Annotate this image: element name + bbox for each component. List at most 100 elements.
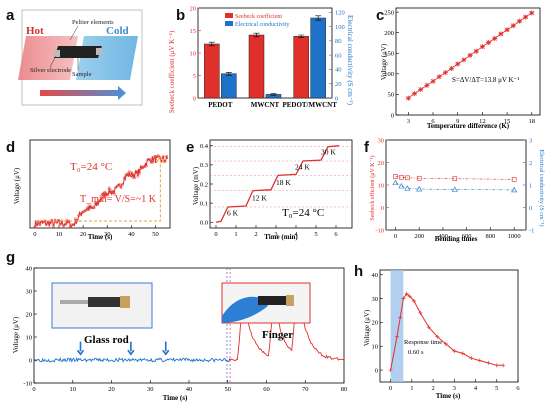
f-cond-point — [416, 185, 423, 192]
d-point — [155, 155, 158, 159]
c-xtick-label: 15 — [504, 118, 511, 125]
glass-rod-label: Glass rod — [84, 334, 129, 346]
h-xtick-label: 3 — [453, 385, 456, 392]
d-plot: 0 10 20 30 40 50 — [29, 139, 171, 238]
d-point — [67, 220, 71, 224]
glass-rod-electrode — [120, 296, 130, 308]
e-xtick-label: 3 — [274, 231, 277, 238]
finger-label: Finger — [262, 329, 293, 341]
c-xtick-label: 6 — [431, 118, 435, 125]
c-ytick-label: 200 — [384, 30, 394, 37]
panel-label-f: f — [364, 139, 370, 156]
d-point — [68, 225, 72, 229]
g-xtick-label: 60 — [263, 386, 270, 393]
gradient-arrow — [40, 86, 126, 100]
d-point — [122, 176, 126, 180]
h-point — [411, 298, 416, 303]
h-ytick-label: 40 — [372, 272, 379, 279]
e-step-label: 24 K — [295, 163, 310, 172]
h-xtick-label: 5 — [495, 385, 498, 392]
d-point — [138, 171, 142, 175]
g-ytick-label: 0 — [29, 357, 32, 364]
f-left-ytick-label: 10 — [378, 182, 385, 189]
d-point — [126, 172, 130, 176]
d-point — [139, 166, 143, 170]
f-cond-point — [404, 185, 411, 191]
h-ylabel: Voltage (μV) — [363, 309, 371, 346]
f-seebeck-line — [395, 176, 515, 180]
d-point — [133, 176, 136, 180]
g-xtick-label: 40 — [186, 386, 193, 393]
d-point — [161, 155, 165, 159]
c-ytick-label: 150 — [384, 51, 394, 58]
d-point — [82, 209, 86, 213]
finger-glove — [222, 296, 268, 323]
h-ytick-label: 0 — [375, 367, 378, 374]
f-right-ytick-label: 2 — [529, 160, 532, 167]
panel-d: d Voltage (μV) Time (s) T₀=24 °C T_min= … — [6, 139, 171, 241]
panel-label-c: c — [376, 7, 384, 24]
b-legend-swatch-seebeck — [225, 13, 233, 18]
d-point — [63, 222, 67, 226]
c-point — [418, 86, 424, 92]
g-ytick-label: 40 — [26, 265, 33, 272]
e-xtick-label: 6 — [334, 231, 338, 238]
h-point — [469, 356, 474, 361]
d-xtick-label: 30 — [104, 231, 111, 238]
g-finger-series — [229, 285, 345, 362]
c-ytick-label: 250 — [384, 9, 394, 16]
silver-electrode-right — [96, 48, 102, 55]
h-point — [398, 315, 403, 320]
b-legend: Seebeck coefficient Electrical conductiv… — [225, 13, 289, 28]
c-point — [455, 61, 461, 67]
c-xtick-label: 18 — [529, 118, 536, 125]
f-frame — [385, 139, 527, 231]
b-legend-cond: Electrical conductivity — [235, 22, 289, 28]
f-xtick-label: 200 — [414, 233, 424, 240]
f-seebeck-point — [393, 174, 398, 179]
c-xtick-label: 12 — [479, 118, 486, 125]
h-point — [418, 310, 423, 315]
h-series-line — [390, 293, 504, 371]
b-ylabel: Seebeck coefficient (μV K⁻¹) — [168, 30, 176, 113]
h-xtick-label: 1 — [410, 385, 413, 392]
h-xtick-label: 6 — [516, 385, 520, 392]
b-bar-seebeck — [204, 43, 220, 99]
d-xtick-label: 10 — [56, 231, 63, 238]
b-left-ytick-label: 20 — [190, 5, 197, 12]
d-point — [77, 214, 81, 217]
c-xlabel: Temperature difference (K) — [427, 122, 510, 130]
b-right-ytick-label: 40 — [335, 67, 342, 74]
d-xlabel: Time (s) — [88, 233, 113, 241]
d-annot-t: T₀=24 °C — [70, 161, 112, 173]
d-point — [107, 186, 111, 190]
silver-electrode-left — [54, 50, 60, 57]
f-seebeck-point — [416, 175, 422, 181]
f-seebeck-point — [405, 175, 410, 181]
d-point — [57, 218, 60, 222]
d-point — [148, 158, 152, 161]
f-right-ytick-label: 3 — [529, 137, 532, 144]
g-ytick-label: 10 — [26, 334, 33, 341]
c-point — [510, 23, 516, 29]
d-point — [127, 170, 131, 174]
h-point — [443, 341, 448, 346]
cold-label: Cold — [106, 25, 129, 37]
h-ytick-label: 10 — [372, 344, 379, 351]
e-xtick-label: 2 — [254, 231, 257, 238]
h-point — [452, 349, 457, 354]
e-ytick-label: 0.2 — [200, 181, 208, 188]
silver-pointer — [49, 55, 57, 68]
g-xlabel: Time (s) — [163, 394, 188, 402]
e-xtick-label: 1 — [234, 231, 237, 238]
panel-h: h Voltage (μV) Time (s) Response time 0.… — [354, 263, 520, 400]
c-point — [424, 82, 430, 88]
b-right-ytick-label: 0 — [335, 95, 338, 102]
c-point — [516, 18, 522, 24]
panel-a: a Hot Cold Peltier elements Silver elect… — [6, 7, 143, 106]
e-step-label: 18 K — [276, 178, 291, 187]
f-xlabel: Bending times — [435, 235, 478, 243]
g-xtick-label: 0 — [32, 386, 35, 393]
c-ytick-label: 50 — [388, 92, 395, 99]
